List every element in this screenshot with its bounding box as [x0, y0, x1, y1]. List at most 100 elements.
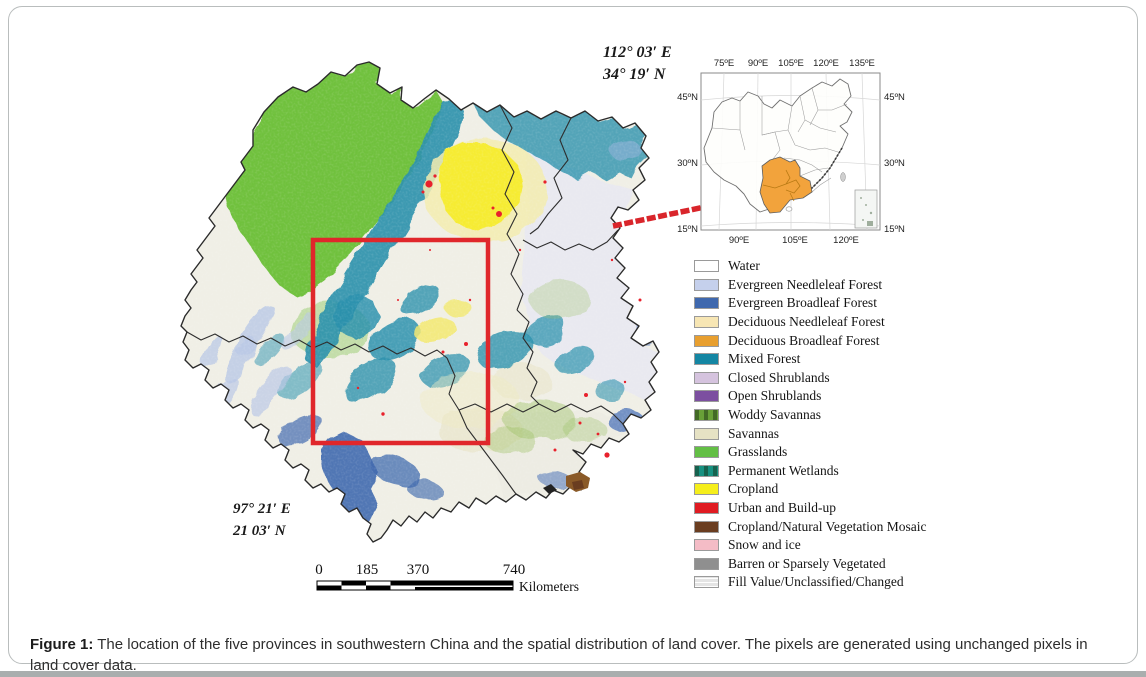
legend-swatch — [694, 297, 719, 310]
svg-text:30ºN: 30ºN — [677, 158, 698, 169]
legend-swatch — [694, 427, 719, 440]
svg-text:90ºE: 90ºE — [729, 235, 749, 246]
legend-swatch — [694, 464, 719, 477]
legend-swatch — [694, 502, 719, 515]
legend-label: Cropland — [728, 481, 779, 497]
china-inset-map: 75ºE 90ºE 105ºE 120ºE 135ºE 45ºN 30ºN 15… — [677, 58, 905, 246]
caption-label: Figure 1: — [30, 636, 94, 653]
hainan-island — [785, 206, 793, 212]
svg-text:185: 185 — [356, 562, 379, 578]
legend-swatch — [694, 539, 719, 552]
svg-text:105ºE: 105ºE — [782, 235, 808, 246]
dark-south-tip — [543, 484, 557, 494]
legend-label: Deciduous Needleleaf Forest — [728, 314, 885, 330]
legend-item: Barren or Sparsely Vegetated — [694, 555, 994, 574]
svg-text:45ºN: 45ºN — [677, 92, 698, 103]
svg-text:120ºE: 120ºE — [833, 235, 859, 246]
svg-text:15ºN: 15ºN — [677, 224, 698, 235]
legend-item: Closed Shrublands — [694, 369, 994, 388]
mosaic-patch-dark — [572, 480, 584, 490]
legend-label: Cropland/Natural Vegetation Mosaic — [728, 518, 927, 534]
scale-bar: 0 185 370 740 Kilometers — [315, 562, 579, 594]
legend-item: Permanent Wetlands — [694, 462, 994, 481]
caption-text: The location of the five provinces in so… — [30, 636, 1088, 674]
svg-text:105ºE: 105ºE — [778, 58, 804, 69]
legend-swatch — [694, 446, 719, 459]
highlight-borders — [762, 169, 801, 202]
legend-item: Savannas — [694, 424, 994, 443]
legend-label: Savannas — [728, 425, 779, 441]
legend-label: Barren or Sparsely Vegetated — [728, 555, 886, 571]
legend-label: Grasslands — [728, 444, 788, 460]
legend-item: Grasslands — [694, 443, 994, 462]
svg-text:0: 0 — [315, 562, 323, 578]
legend-label: Urban and Build-up — [728, 500, 836, 516]
legend-label: Evergreen Broadleaf Forest — [728, 295, 877, 311]
province-group-outline — [180, 61, 660, 543]
coord-top-lon: 112° 03′ E — [603, 44, 672, 61]
svg-text:15ºN: 15ºN — [884, 224, 905, 235]
legend-swatch — [694, 334, 719, 347]
legend-item: Evergreen Needleleaf Forest — [694, 276, 994, 295]
highlighted-provinces — [759, 156, 813, 214]
inset-province-lines — [711, 87, 848, 193]
legend-swatch — [694, 576, 719, 589]
legend-swatch — [694, 520, 719, 533]
legend-item: Mixed Forest — [694, 350, 994, 369]
figure-border — [8, 6, 1138, 664]
legend-swatch — [694, 483, 719, 496]
svg-text:30ºN: 30ºN — [884, 158, 905, 169]
study-area-rectangle — [310, 237, 491, 446]
figure-caption: Figure 1: The location of the five provi… — [30, 634, 1116, 676]
legend-label: Mixed Forest — [728, 351, 801, 367]
legend: Water Evergreen Needleleaf Forest Evergree… — [694, 257, 994, 592]
scale-bar-graphic — [316, 580, 514, 591]
legend-swatch — [694, 390, 719, 403]
sea-box-islands — [860, 197, 873, 226]
svg-text:45ºN: 45ºN — [884, 92, 905, 103]
coord-bottom-lat: 21 03′ N — [232, 523, 287, 539]
svg-text:120ºE: 120ºE — [813, 58, 839, 69]
legend-swatch — [694, 278, 719, 291]
south-china-sea-box — [854, 189, 878, 229]
raster-speckle-overlay — [181, 62, 659, 542]
legend-item: Deciduous Needleleaf Forest — [694, 313, 994, 332]
legend-label: Fill Value/Unclassified/Changed — [728, 574, 904, 590]
legend-item: Woddy Savannas — [694, 406, 994, 425]
province-borders — [186, 104, 624, 495]
coord-bottom-lon: 97° 21′ E — [233, 501, 291, 517]
legend-swatch — [694, 353, 719, 366]
svg-text:135ºE: 135ºE — [849, 58, 875, 69]
svg-text:90ºE: 90ºE — [748, 58, 768, 69]
china-outline — [703, 78, 853, 213]
legend-label: Snow and ice — [728, 537, 801, 553]
legend-item: Evergreen Broadleaf Forest — [694, 294, 994, 313]
svg-text:740: 740 — [503, 562, 526, 578]
svg-text:370: 370 — [407, 562, 430, 578]
svg-text:75ºE: 75ºE — [714, 58, 734, 69]
legend-item: Cropland/Natural Vegetation Mosaic — [694, 517, 994, 536]
urban-dots — [356, 174, 642, 458]
legend-item: Snow and ice — [694, 536, 994, 555]
scale-unit: Kilometers — [519, 579, 579, 594]
legend-item: Open Shrublands — [694, 387, 994, 406]
taiwan-island — [840, 172, 846, 182]
legend-swatch — [694, 371, 719, 384]
legend-label: Closed Shrublands — [728, 369, 830, 385]
inset-axis-labels: 75ºE 90ºE 105ºE 120ºE 135ºE 45ºN 30ºN 15… — [677, 58, 905, 246]
legend-label: Open Shrublands — [728, 388, 822, 404]
coast-shading — [799, 147, 843, 197]
legend-label: Water — [728, 258, 760, 274]
legend-item: Cropland — [694, 480, 994, 499]
corner-coordinates: 112° 03′ E 34° 19′ N 97° 21′ E 21 03′ N — [232, 44, 672, 539]
legend-label: Woddy Savannas — [728, 407, 822, 423]
legend-swatch — [694, 260, 719, 273]
legend-label: Evergreen Needleleaf Forest — [728, 276, 883, 292]
legend-swatch — [694, 316, 719, 329]
legend-item: Water — [694, 257, 994, 276]
landcover-layers — [181, 62, 659, 542]
main-map — [180, 61, 660, 543]
page-bottom-rule — [0, 671, 1146, 677]
